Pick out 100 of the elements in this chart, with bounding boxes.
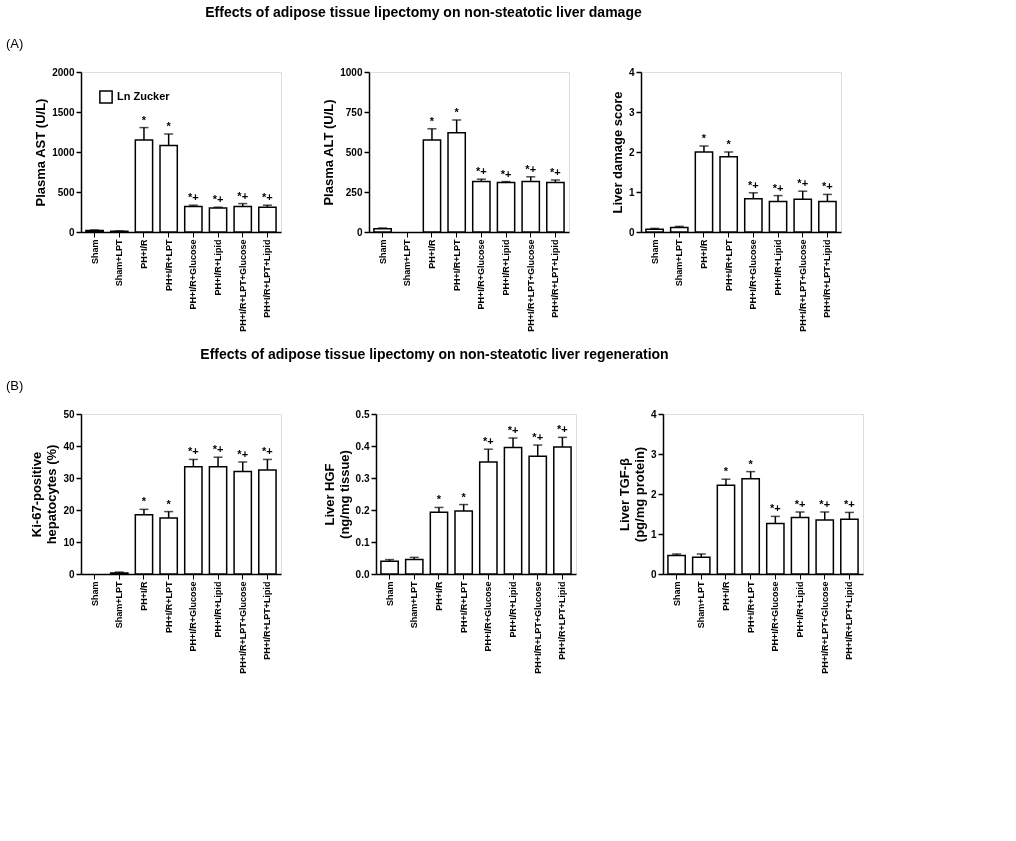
x-tick-label: PH+I/R+Lipid [213,239,224,296]
data-label: *+ [237,448,249,460]
data-label: * [461,490,467,503]
data-label: *+ [819,498,831,510]
y-tick-label: 4 [628,66,635,78]
data-label: *+ [237,189,249,202]
x-tick-label: PH+I/R+LPT [163,581,174,634]
data-label: *+ [797,177,809,190]
y-tick-label: 0.3 [355,472,370,484]
data-label: *+ [550,166,561,178]
y-axis-title: Plasma AST (U/L) [33,98,49,207]
x-tick-label: PH+I/R+LPT [723,239,734,292]
x-tick-label: PH+I/R [138,239,149,269]
y-tick-label: 2 [628,146,635,158]
data-label: *+ [525,162,537,175]
data-label: *+ [507,424,519,436]
text: Effects of adipose tissue lipectomy on non-steatotic liver damage [205,3,642,20]
y-tick-label: 250 [345,186,363,198]
y-tick-label: 40 [63,440,75,452]
x-tick-label: PH+I/R+Lipid [213,581,224,638]
x-tick-label: Sham [89,581,100,607]
x-tick-label: Sham [89,239,100,265]
data-label: * [723,465,729,478]
y-tick-label: 3 [650,448,657,460]
data-label: *+ [532,431,544,444]
x-tick-label: PH+I/R+LPT [451,239,462,292]
x-tick-label: PH+I/R+Glucose [748,239,759,310]
x-tick-label: Sham [384,581,395,607]
x-tick-label: Sham+LPT [696,581,707,629]
y-tick-label: 2000 [52,66,75,78]
data-label: *+ [822,180,833,193]
y-tick-label: 50 [63,408,75,420]
y-tick-label: 0.4 [355,440,370,452]
x-tick-label: Sham+LPT [114,239,125,287]
data-label: *+ [794,498,806,510]
text: (B) [6,378,24,393]
x-tick-label: PH+I/R+LPT+Lipid [262,581,273,660]
x-tick-label: PH+I/R+LPT+Glucose [797,239,808,332]
x-tick-label: Sham+LPT [674,239,685,287]
x-tick-label: PH+I/R+Glucose [476,239,487,310]
y-tick-label: 1 [628,186,635,198]
y-tick-label: 1000 [340,66,363,78]
x-tick-label: Sham [671,581,682,607]
data-label: *+ [769,502,781,515]
x-tick-label: Sham+LPT [409,581,420,629]
x-tick-label: PH+I/R+LPT+Lipid [262,239,273,318]
x-tick-label: Sham+LPT [402,239,413,287]
x-tick-label: PH+I/R [138,581,149,611]
x-tick-label: PH+I/R+Glucose [483,581,494,652]
y-tick-label: 0.0 [355,568,370,580]
y-tick-label: 1500 [52,106,75,118]
x-tick-label: PH+I/R [698,239,709,269]
data-label: * [701,132,707,144]
x-tick-label: PH+I/R+LPT [458,581,469,634]
data-label: *+ [187,445,199,458]
data-label: * [166,497,172,510]
x-tick-label: PH+I/R+Lipid [501,239,512,296]
text: (A) [6,36,24,51]
data-label: * [166,120,172,132]
data-label: *+ [212,193,224,206]
y-axis-title: Liver damage score [609,91,625,214]
x-tick-label: PH+I/R+Glucose [188,239,199,310]
y-tick-label: 750 [345,106,363,118]
y-axis-title: Ki-67-positive hepatocytes (%) [29,444,60,545]
data-label: * [141,113,147,126]
data-label: *+ [557,423,568,436]
y-tick-label: 20 [63,504,75,516]
data-label: *+ [212,443,224,456]
data-label: * [429,114,435,127]
data-label: * [454,106,460,118]
data-label: *+ [747,178,759,191]
x-tick-label: PH+I/R [720,581,731,611]
y-tick-label: 0.1 [355,536,370,548]
x-tick-label: PH+I/R+Lipid [795,581,806,638]
x-tick-label: PH+I/R [426,239,437,269]
x-tick-label: PH+I/R+LPT+Glucose [819,581,830,674]
x-tick-label: PH+I/R+LPT+Lipid [844,581,855,660]
y-tick-label: 0 [628,226,635,238]
data-label: * [141,495,147,508]
legend-label: Ln Zucker [117,90,171,102]
data-label: * [726,138,732,150]
x-tick-label: PH+I/R [433,581,444,611]
x-tick-label: PH+I/R+LPT [745,581,756,634]
y-tick-label: 1000 [52,146,75,158]
y-tick-label: 30 [63,472,75,484]
data-label: * [436,493,442,506]
x-tick-label: PH+I/R+LPT+Lipid [550,239,561,318]
data-label: *+ [475,165,487,178]
data-label: *+ [187,191,199,204]
x-tick-label: PH+I/R+LPT+Lipid [822,239,833,318]
data-label: *+ [772,181,784,194]
x-tick-label: PH+I/R+Lipid [508,581,519,638]
y-axis-title: Liver HGF (ng/mg tissue) [321,450,352,539]
y-axis-title: Liver TGF-β (pg/mg protein) [616,446,647,543]
data-label: *+ [262,445,273,458]
y-tick-label: 500 [57,186,75,198]
y-tick-label: 1 [650,528,657,540]
x-tick-label: PH+I/R+LPT+Glucose [237,239,248,332]
x-tick-label: PH+I/R+LPT+Lipid [557,581,568,660]
y-tick-label: 0.2 [355,504,370,516]
